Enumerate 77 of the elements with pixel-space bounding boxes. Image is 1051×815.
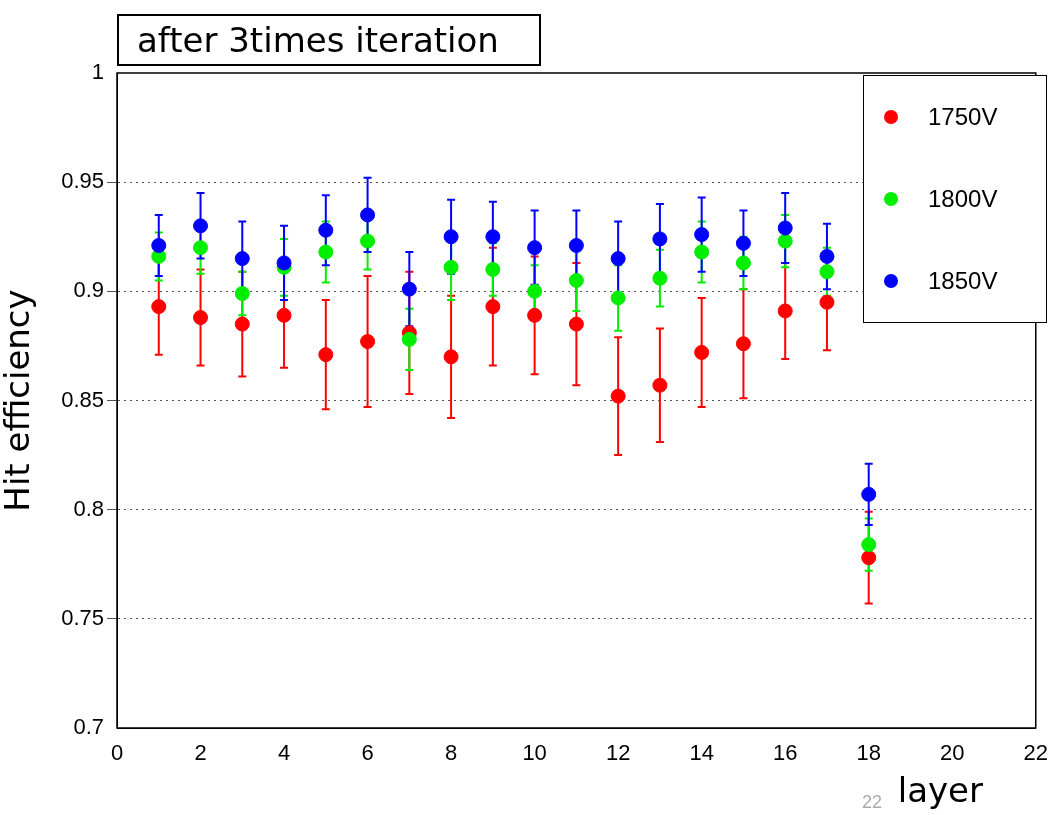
point [861, 550, 877, 566]
point [443, 229, 459, 245]
y-tick-label: 0.95 [61, 168, 104, 194]
point [318, 244, 334, 260]
point [193, 218, 209, 234]
x-tick-label: 2 [194, 740, 207, 766]
point [193, 240, 209, 256]
point [401, 331, 417, 347]
point [568, 272, 584, 288]
point [276, 255, 292, 271]
point [318, 347, 334, 363]
point [360, 334, 376, 350]
point [485, 229, 501, 245]
point [652, 377, 668, 393]
point [819, 294, 835, 310]
y-axis-title: Hit efficiency [0, 289, 38, 512]
x-tick-label: 4 [277, 740, 291, 766]
legend-label: 1850V [928, 267, 998, 295]
point [777, 233, 793, 249]
point [401, 281, 417, 297]
point [694, 244, 710, 260]
point [443, 259, 459, 275]
x-tick-label: 22 [1023, 740, 1049, 766]
point [735, 235, 751, 251]
point [485, 299, 501, 315]
text: 22 [862, 792, 883, 813]
legend-label: 1800V [928, 185, 998, 213]
point [193, 310, 209, 326]
point [234, 316, 250, 332]
point [735, 336, 751, 352]
x-tick-label: 20 [940, 740, 965, 766]
point [652, 231, 668, 247]
point [234, 251, 250, 267]
x-tick-label: 14 [689, 740, 714, 766]
y-tick-label: 1 [91, 59, 104, 85]
chart-title: after 3times iteration [117, 14, 541, 66]
point [527, 283, 543, 299]
y-tick-label: 0.8 [73, 495, 104, 521]
point [527, 240, 543, 256]
point [861, 537, 877, 553]
point [819, 264, 835, 280]
x-axis-title: layer [897, 770, 983, 810]
point [777, 220, 793, 236]
point [861, 486, 877, 502]
point [527, 307, 543, 323]
point [318, 222, 334, 238]
point [443, 349, 459, 365]
point [234, 286, 250, 302]
x-tick-label: 16 [772, 740, 798, 766]
x-tick-label: 10 [522, 740, 547, 766]
point [151, 237, 167, 253]
y-tick-label: 0.7 [73, 714, 104, 740]
point [151, 299, 167, 315]
point [694, 344, 710, 360]
y-tick-label: 0.75 [61, 604, 104, 630]
y-tick-label: 0.9 [73, 277, 104, 303]
point [610, 290, 626, 306]
point [485, 262, 501, 277]
point [276, 307, 292, 323]
x-tick-label: 18 [856, 740, 881, 766]
point [735, 255, 751, 271]
x-tick-label: 8 [444, 740, 458, 766]
x-tick-label: 12 [605, 740, 631, 766]
legend-label: 1750V [928, 103, 998, 131]
point [360, 207, 376, 223]
point [777, 303, 793, 319]
x-tick-label: 6 [361, 740, 374, 766]
y-tick-label: 0.85 [61, 386, 104, 412]
point [360, 233, 376, 249]
point [568, 237, 584, 253]
x-tick-label: 0 [110, 740, 124, 766]
point [610, 251, 626, 267]
point [568, 316, 584, 332]
point [819, 248, 835, 264]
point [610, 388, 626, 404]
point [652, 270, 668, 286]
point [694, 227, 710, 243]
